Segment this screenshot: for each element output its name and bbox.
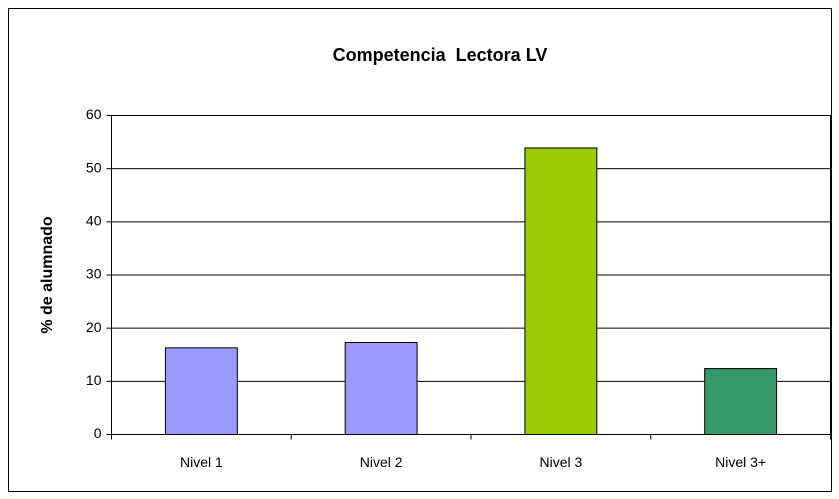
y-tick-label: 60 bbox=[86, 106, 102, 122]
x-tick-label: Nivel 2 bbox=[360, 454, 403, 470]
y-tick-label: 30 bbox=[86, 266, 102, 282]
x-tick-label: Nivel 3+ bbox=[715, 454, 766, 470]
y-tick-label: 50 bbox=[86, 159, 102, 175]
y-tick-label: 40 bbox=[86, 213, 102, 229]
y-tick-label: 0 bbox=[94, 425, 102, 441]
x-tick-label: Nivel 1 bbox=[180, 454, 223, 470]
bar bbox=[344, 342, 418, 435]
y-tick-label: 10 bbox=[86, 372, 102, 388]
y-axis-label: % de alumnado bbox=[39, 216, 56, 334]
bar bbox=[704, 368, 778, 435]
y-tick-label: 20 bbox=[86, 319, 102, 335]
chart-title: Competencia Lectora LV bbox=[333, 45, 548, 65]
x-tick-label: Nivel 3 bbox=[539, 454, 582, 470]
bar bbox=[524, 147, 598, 435]
bar bbox=[164, 347, 238, 436]
